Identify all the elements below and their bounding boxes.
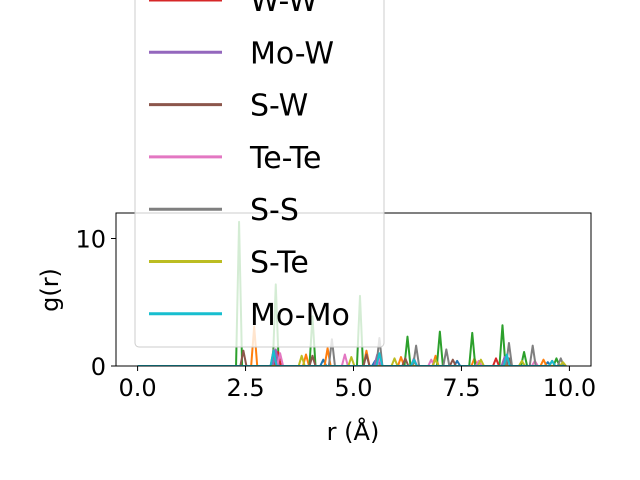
- x-tick-label: 5.0: [334, 374, 372, 402]
- legend-entries: W-W Mo-W S-W Te-Te S-S S-Te Mo-Mo: [149, 0, 350, 333]
- y-tick-label: 10: [75, 226, 106, 254]
- legend-label: Mo-Mo: [250, 298, 350, 333]
- y-axis-label: g(r): [36, 268, 64, 312]
- legend-label: S-S: [250, 193, 299, 228]
- x-tick-label: 0.0: [119, 374, 157, 402]
- x-axis-label: r (Å): [327, 417, 380, 446]
- x-ticks: 0.0 2.5 5.0 7.5 10.0: [119, 366, 596, 402]
- x-tick-label: 10.0: [543, 374, 596, 402]
- legend-label: S-W: [250, 89, 308, 124]
- legend-label: W-W: [250, 0, 318, 19]
- series-line-w-w: [137, 350, 566, 366]
- legend-label: Te-Te: [249, 141, 321, 176]
- x-tick-label: 2.5: [226, 374, 264, 402]
- legend-label: Mo-W: [250, 36, 334, 71]
- y-ticks: 0 10: [75, 226, 116, 381]
- x-tick-label: 7.5: [442, 374, 480, 402]
- y-tick-label: 0: [91, 353, 106, 381]
- legend-label: S-Te: [250, 246, 309, 281]
- legend: W-W Mo-W S-W Te-Te S-S S-Te Mo-Mo: [134, 0, 385, 348]
